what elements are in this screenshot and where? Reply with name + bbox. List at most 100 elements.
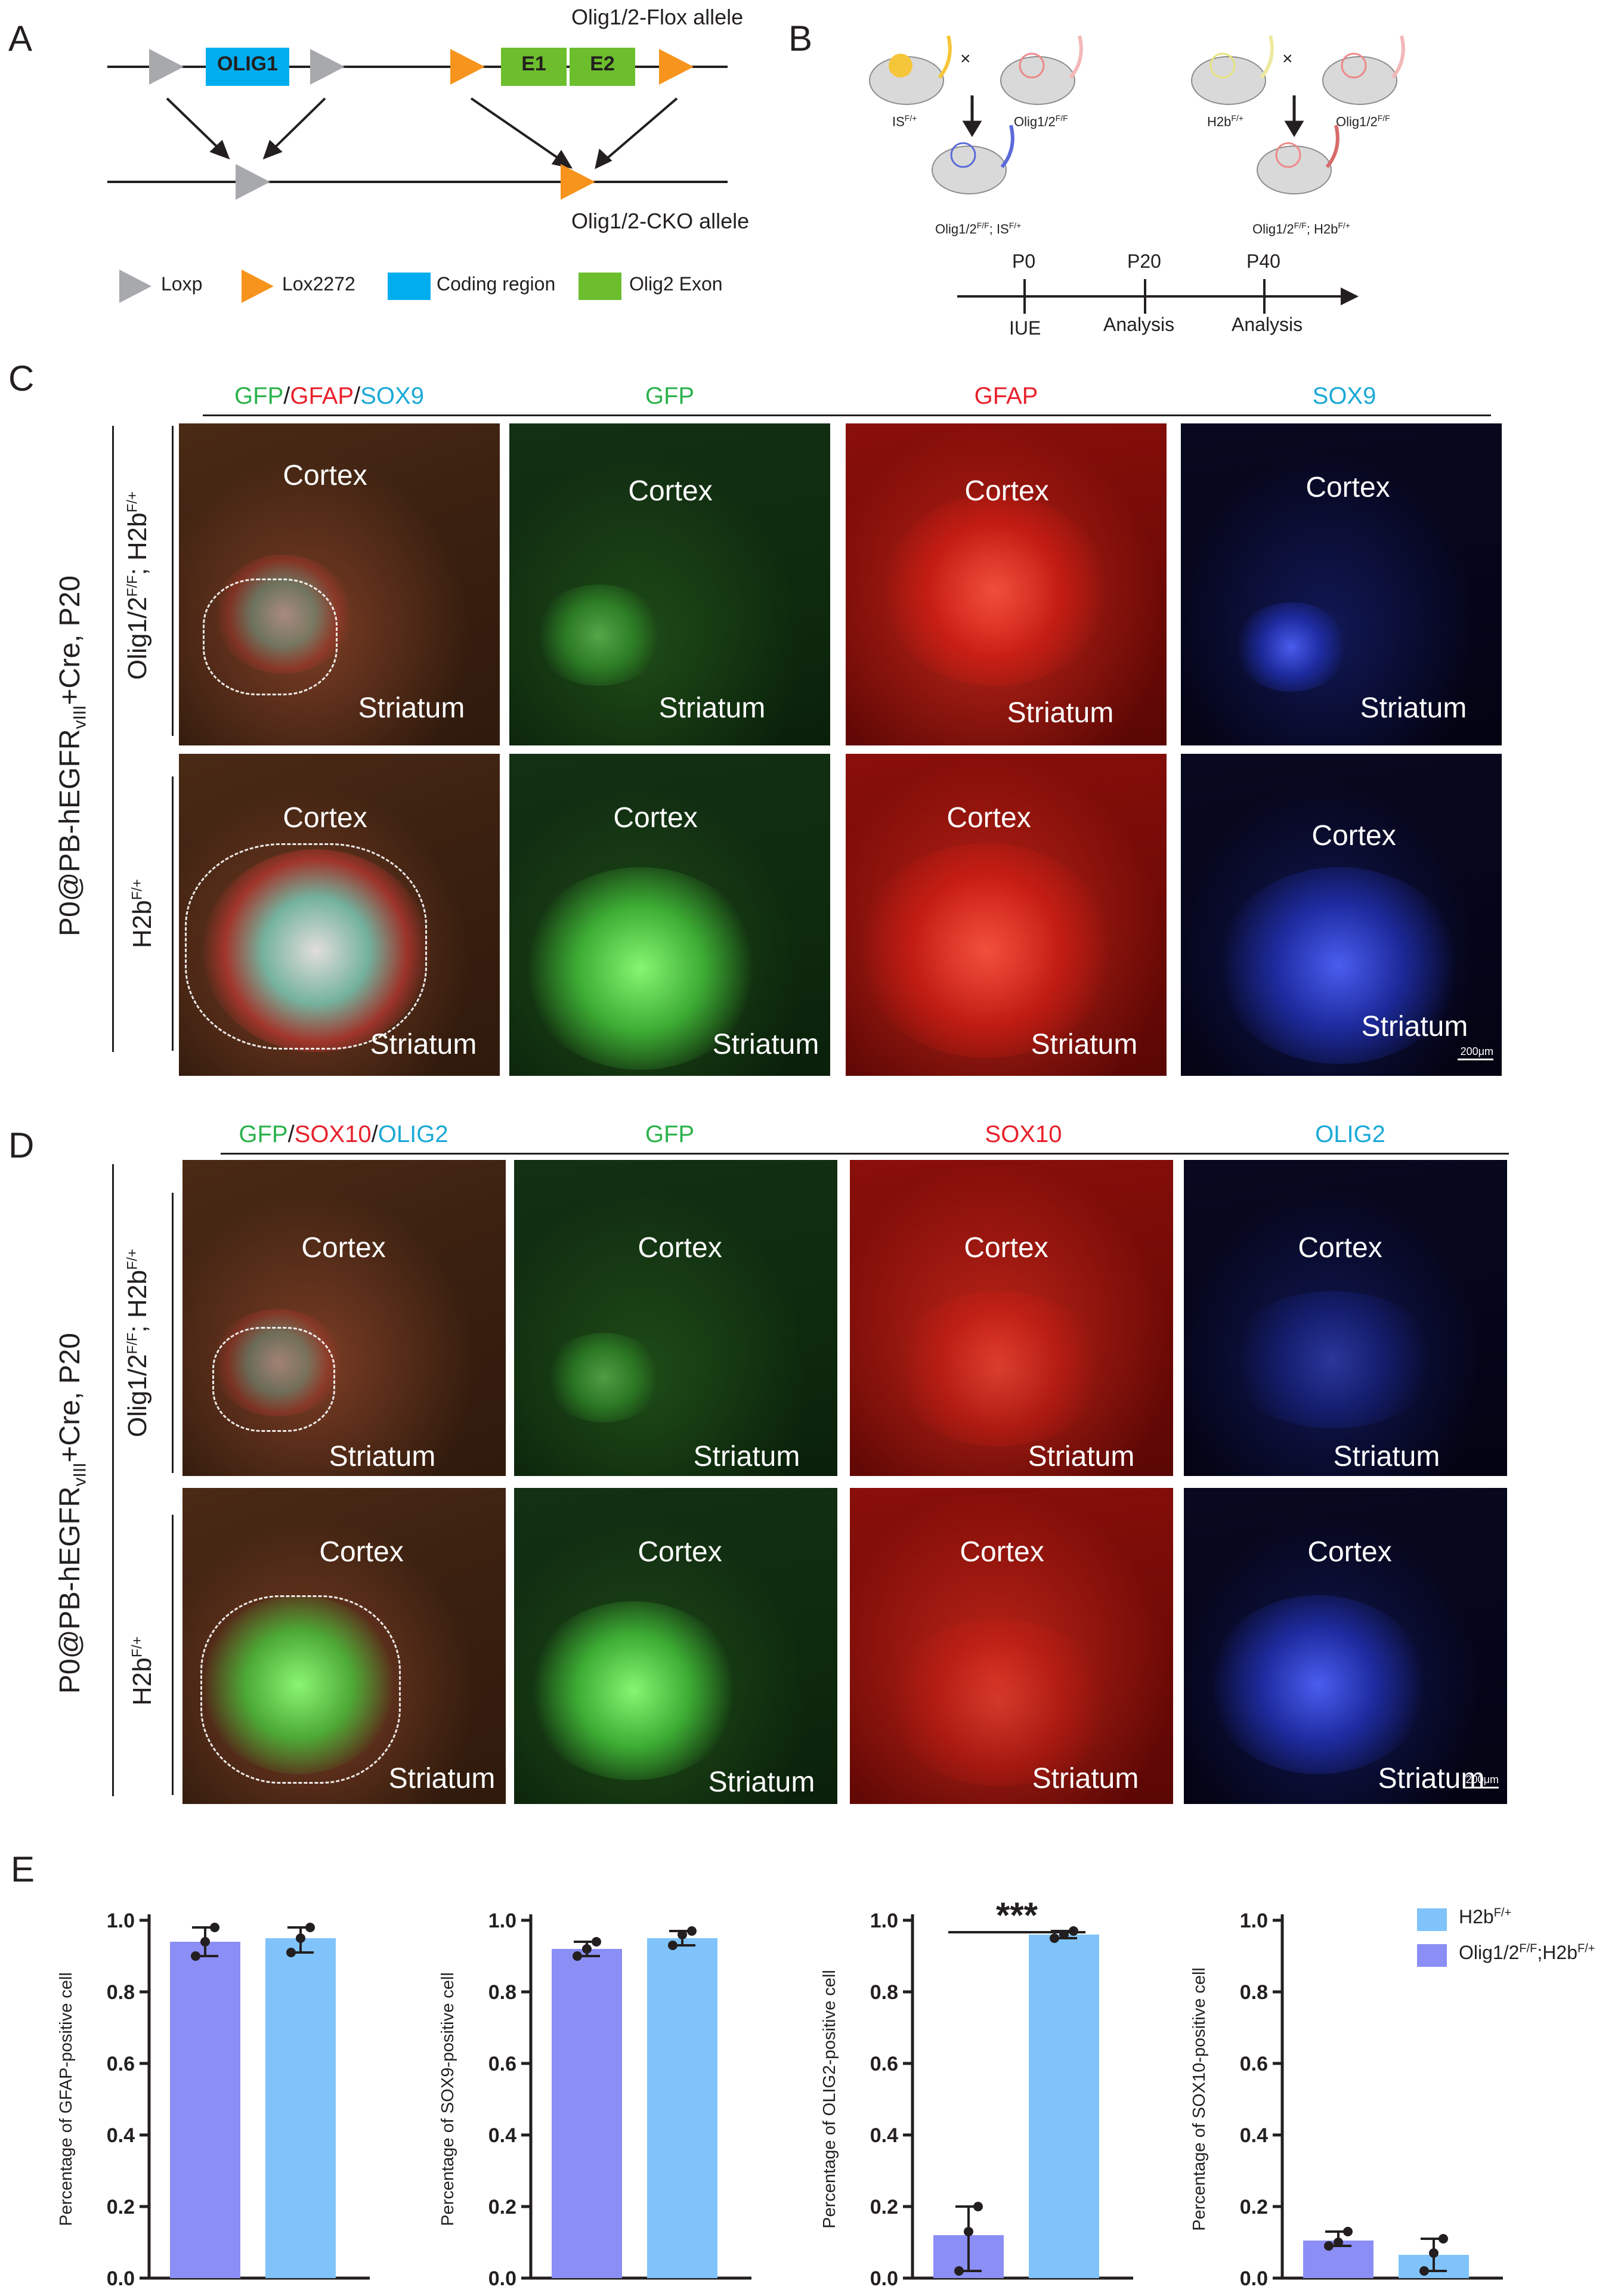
striatum-label: Striatum [712, 1029, 819, 1060]
e1-box-label: E1 [521, 52, 546, 75]
row-bracket [172, 426, 174, 736]
cortex-label: Cortex [1298, 1232, 1382, 1264]
data-point [191, 1951, 200, 1961]
micrograph-d-olig2-h2b: Cortex Striatum 200μm [1184, 1488, 1507, 1804]
legend-h2b-label: H2bF/+ [1459, 1906, 1512, 1927]
micrograph-d-olig2-olig: Cortex Striatum [1184, 1160, 1507, 1476]
scalebar [1458, 1059, 1493, 1060]
tumor-outline [200, 1595, 401, 1784]
striatum-label: Striatum [1031, 1029, 1138, 1060]
header-merge-gfp-gfap-sox9: GFP/GFAP/SOX9 [234, 383, 424, 409]
striatum-label: Striatum [1360, 692, 1467, 724]
bar [647, 1938, 717, 2278]
y-tick-label: 0.6 [1240, 2053, 1268, 2075]
data-point [592, 1937, 601, 1947]
striatum-label: Striatum [1032, 1763, 1139, 1794]
cortex-label: Cortex [960, 1536, 1044, 1568]
micrograph-c-merge-olig: Cortex Striatum [179, 423, 500, 745]
y-tick-label: 0.2 [107, 2196, 135, 2218]
y-tick-label: 0.8 [1240, 1981, 1268, 2004]
striatum-label: Striatum [329, 1441, 436, 1472]
striatum-label: Striatum [1333, 1441, 1440, 1472]
olig1-box-label: OLIG1 [216, 52, 279, 75]
row-bracket [172, 1193, 174, 1473]
data-point [687, 1926, 697, 1936]
data-point [973, 2202, 983, 2211]
micrograph-d-gfp-h2b: Cortex Striatum [514, 1488, 837, 1804]
legend-loxp-icon [119, 270, 151, 303]
bar-chart-sox9: Percentage of SOX9-positive cell 0.0 0.2 0.… [438, 1910, 751, 2290]
tumor-outline [212, 1327, 335, 1432]
cortex-label: Cortex [638, 1536, 722, 1568]
micrograph-c-gfap-olig: Cortex Striatum [846, 423, 1167, 745]
timeline-label-analysis-p20: Analysis [1103, 314, 1175, 335]
y-tick-label: 0.6 [488, 2053, 516, 2075]
header-gfp: GFP [645, 383, 695, 409]
cortex-label: Cortex [1306, 472, 1390, 503]
header-olig2: OLIG2 [1315, 1121, 1385, 1147]
loxp-triangle [149, 49, 184, 85]
timeline-arrowhead [1341, 287, 1359, 305]
row-bracket [112, 1164, 114, 1796]
striatum-label: Striatum [370, 1029, 477, 1060]
bar [552, 1949, 622, 2278]
legend-coding-icon [388, 273, 431, 300]
data-point [1439, 2234, 1448, 2244]
mouse-icon [932, 125, 1014, 194]
timeline-label-analysis-p40: Analysis [1232, 314, 1303, 335]
legend-olig-swatch [1417, 1944, 1447, 1967]
side-label-construct: P0@PB-hEGFRvIII+Cre, P20 [54, 575, 90, 936]
data-point [954, 2266, 964, 2276]
significance-label: *** [996, 1896, 1038, 1935]
data-point [582, 1944, 592, 1954]
y-axis-label: Percentage of SOX10-positive cell [1190, 1967, 1209, 2231]
parent-is-label: ISF/+ [892, 113, 917, 129]
timeline-label-p40: P40 [1246, 250, 1280, 272]
cortex-label: Cortex [613, 802, 698, 834]
data-point [964, 2227, 973, 2236]
y-tick-label: 0.2 [488, 2196, 516, 2218]
y-tick-label: 0.0 [488, 2267, 516, 2290]
header-sox10: SOX10 [985, 1121, 1062, 1147]
scalebar [1463, 1787, 1499, 1788]
cortex-label: Cortex [628, 475, 713, 507]
micrograph-d-sox10-h2b: Cortex Striatum [850, 1488, 1173, 1804]
panel-label-e: E [11, 1849, 35, 1889]
y-axis-label: Percentage of OLIG2-positive cell [820, 1970, 839, 2229]
olig1-box [206, 48, 289, 86]
y-tick-label: 0.6 [107, 2053, 135, 2075]
y-tick-label: 0.4 [488, 2124, 516, 2147]
y-tick-label: 1.0 [488, 1910, 516, 1932]
legend-h2b-swatch [1417, 1908, 1447, 1931]
panel-label-c: C [8, 358, 35, 398]
data-point [1334, 2238, 1343, 2247]
lox2272-triangle [659, 49, 694, 85]
parent-olig-label: Olig1/2F/F [1014, 113, 1068, 129]
y-tick-label: 0.4 [870, 2124, 898, 2147]
striatum-label: Striatum [693, 1441, 800, 1472]
data-point [1429, 2248, 1439, 2258]
data-point [668, 1941, 678, 1950]
y-tick-label: 0.8 [488, 1981, 516, 2004]
cortex-label: Cortex [301, 1232, 386, 1264]
lox2272-triangle [561, 164, 595, 200]
data-point [210, 1923, 219, 1932]
bar [170, 1942, 240, 2278]
y-axis-label: Percentage of SOX9-positive cell [438, 1972, 457, 2226]
micrograph-d-gfp-olig: Cortex Striatum [514, 1160, 837, 1476]
cortex-label: Cortex [638, 1232, 722, 1264]
striatum-label: Striatum [1361, 1011, 1468, 1042]
cortex-label: Cortex [964, 475, 1049, 507]
striatum-label: Striatum [358, 692, 465, 724]
panel-label-d: D [8, 1125, 35, 1165]
bar [265, 1938, 336, 2278]
cortex-label: Cortex [283, 460, 367, 491]
data-point [1050, 1933, 1059, 1943]
striatum-label: Striatum [388, 1763, 496, 1794]
scalebar-label: 200μm [1460, 1045, 1493, 1057]
micrograph-d-sox10-olig: Cortex Striatum [850, 1160, 1173, 1476]
cortex-label: Cortex [319, 1536, 404, 1568]
data-point [305, 1923, 315, 1932]
micrograph-d-merge-olig: Cortex Striatum [182, 1160, 506, 1476]
data-point [678, 1930, 687, 1939]
